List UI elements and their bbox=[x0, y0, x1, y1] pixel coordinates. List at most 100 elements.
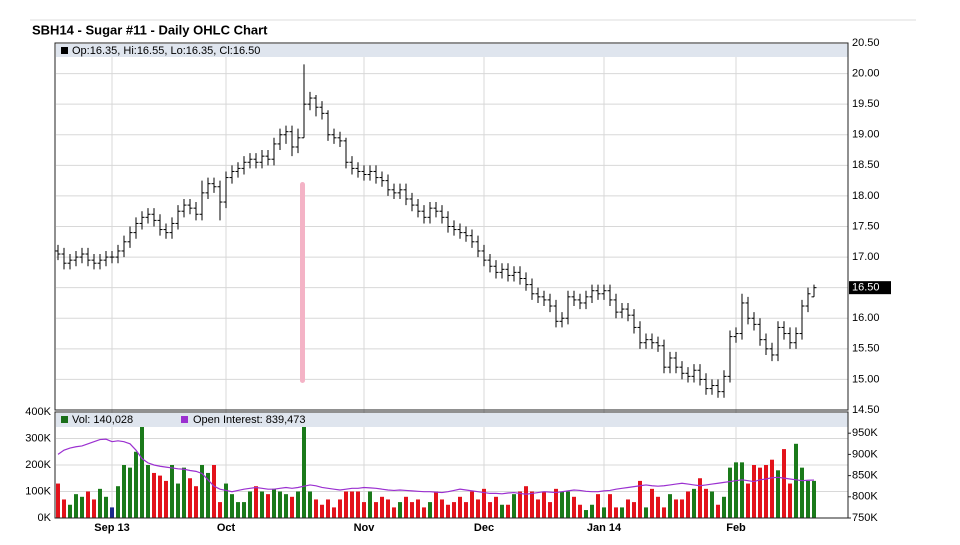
volume-bar bbox=[446, 504, 450, 518]
volume-bar bbox=[680, 499, 684, 518]
volume-bar bbox=[404, 496, 408, 518]
volume-bar bbox=[650, 488, 654, 518]
volume-bar bbox=[788, 483, 792, 518]
volume-bar bbox=[272, 488, 276, 518]
volume-bar bbox=[116, 486, 120, 518]
volume-bar bbox=[422, 507, 426, 518]
volume-bar bbox=[122, 465, 126, 518]
volume-bar bbox=[674, 499, 678, 518]
highlight-bar bbox=[300, 182, 305, 383]
volume-bar bbox=[752, 465, 756, 518]
volume-bar bbox=[164, 480, 168, 518]
volume-bar bbox=[56, 483, 60, 518]
price-header-swatch bbox=[61, 47, 68, 54]
price-header: Op:16.35, Hi:16.55, Lo:16.35, Cl:16.50 bbox=[72, 45, 260, 57]
volume-bar bbox=[170, 465, 174, 518]
volume-bar bbox=[518, 491, 522, 518]
last-price-label: 16.50 bbox=[852, 282, 880, 294]
volume-bar bbox=[86, 491, 90, 518]
volume-bar bbox=[494, 496, 498, 518]
x-tick-label: Sep 13 bbox=[94, 522, 129, 534]
volume-bar bbox=[800, 467, 804, 518]
volume-bar bbox=[734, 462, 738, 518]
volume-bar bbox=[686, 491, 690, 518]
y-tick-label: 18.00 bbox=[852, 190, 880, 202]
volume-bar bbox=[92, 499, 96, 518]
volume-bar bbox=[428, 502, 432, 518]
volume-bar bbox=[128, 467, 132, 518]
volume-bar bbox=[380, 496, 384, 518]
x-tick-label: Dec bbox=[474, 522, 494, 534]
y-tick-label: 18.50 bbox=[852, 159, 880, 171]
y-tick-label: 19.00 bbox=[852, 129, 880, 141]
volume-bar bbox=[314, 499, 318, 518]
volume-bar bbox=[188, 478, 192, 518]
volume-bar bbox=[506, 504, 510, 518]
volume-bar bbox=[626, 499, 630, 518]
volume-bar bbox=[392, 507, 396, 518]
volume-bar bbox=[140, 425, 144, 518]
volume-bar bbox=[596, 494, 600, 518]
volume-bar bbox=[368, 491, 372, 518]
volume-bar bbox=[362, 502, 366, 518]
price-header-band bbox=[56, 44, 848, 57]
volume-bar bbox=[218, 502, 222, 518]
volume-bar bbox=[554, 488, 558, 518]
volume-bar bbox=[614, 507, 618, 518]
volume-bar bbox=[812, 480, 816, 518]
volume-frame bbox=[54, 411, 849, 519]
volume-legend: Vol: 140,028 bbox=[72, 414, 133, 426]
volume-bar bbox=[560, 491, 564, 518]
y-tick-label: 100K bbox=[25, 485, 51, 497]
volume-bar bbox=[416, 499, 420, 518]
volume-bar bbox=[632, 502, 636, 518]
volume-bar bbox=[410, 502, 414, 518]
volume-header-band bbox=[56, 413, 848, 427]
volume-bar bbox=[710, 491, 714, 518]
volume-bar bbox=[212, 465, 216, 518]
volume-bar bbox=[698, 478, 702, 518]
volume-bar bbox=[620, 507, 624, 518]
volume-bar bbox=[548, 502, 552, 518]
volume-bar bbox=[158, 475, 162, 518]
volume-bar bbox=[656, 496, 660, 518]
volume-bar bbox=[332, 507, 336, 518]
volume-bar bbox=[644, 507, 648, 518]
y-tick-label: 14.50 bbox=[852, 404, 880, 416]
oi-legend: Open Interest: 839,473 bbox=[193, 414, 306, 426]
volume-bar bbox=[236, 502, 240, 518]
volume-bar bbox=[500, 504, 504, 518]
volume-bar bbox=[296, 491, 300, 518]
volume-bar bbox=[68, 504, 72, 518]
y-tick-label: 20.50 bbox=[852, 37, 880, 49]
volume-bar bbox=[776, 470, 780, 518]
volume-bar bbox=[230, 494, 234, 518]
volume-bar bbox=[290, 496, 294, 518]
volume-bar bbox=[440, 499, 444, 518]
y-tick-label: 200K bbox=[25, 459, 51, 471]
volume-bar bbox=[764, 465, 768, 518]
volume-bar bbox=[176, 483, 180, 518]
volume-bar bbox=[386, 499, 390, 518]
volume-bar bbox=[602, 507, 606, 518]
volume-bar bbox=[782, 449, 786, 518]
volume-bar bbox=[356, 491, 360, 518]
volume-bar bbox=[470, 491, 474, 518]
labels: 0K 100K 200K 300K 400K 750K 800K 850K 900K 950K Se… bbox=[25, 37, 891, 534]
volume-bar bbox=[464, 502, 468, 518]
y-tick-label: 15.00 bbox=[852, 373, 880, 385]
volume-bar bbox=[260, 491, 264, 518]
volume-bar bbox=[512, 494, 516, 518]
volume-bar bbox=[266, 494, 270, 518]
open-interest-line bbox=[57, 438, 815, 495]
chart-title: SBH14 - Sugar #11 - Daily OHLC Chart bbox=[32, 22, 268, 37]
volume-bar bbox=[662, 507, 666, 518]
volume-bar bbox=[770, 459, 774, 518]
volume-bar bbox=[242, 502, 246, 518]
volume-bar bbox=[584, 510, 588, 518]
volume-bar bbox=[536, 499, 540, 518]
volume-bar bbox=[452, 502, 456, 518]
volume-bar bbox=[374, 502, 378, 518]
volume-bar bbox=[488, 502, 492, 518]
